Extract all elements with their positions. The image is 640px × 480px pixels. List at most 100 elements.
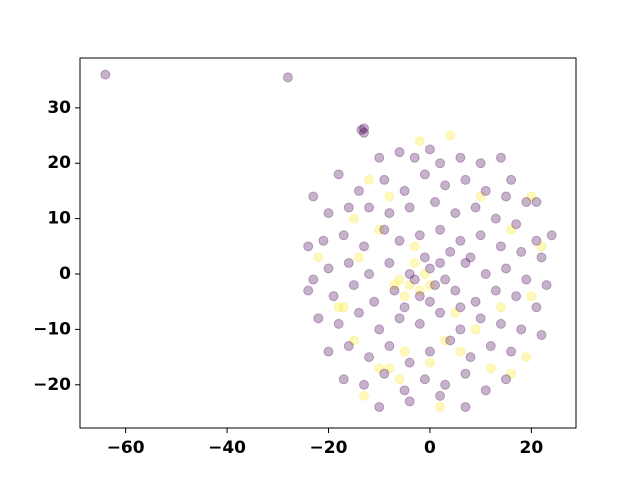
scatter-point	[348, 280, 359, 291]
scatter-point	[490, 285, 501, 296]
scatter-point	[318, 235, 329, 246]
scatter-point	[399, 346, 410, 357]
scatter-point	[455, 302, 466, 313]
scatter-point	[435, 158, 446, 169]
scatter-point	[424, 296, 435, 307]
scatter-point	[364, 174, 375, 185]
scatter-point	[424, 346, 435, 357]
scatter-point	[541, 280, 552, 291]
scatter-point	[485, 363, 496, 374]
scatter-point	[404, 202, 415, 213]
scatter-point	[338, 374, 349, 385]
scatter-point	[384, 341, 395, 352]
scatter-point	[374, 324, 385, 335]
scatter-point	[475, 158, 486, 169]
scatter-point	[430, 197, 441, 208]
scatter-point	[480, 385, 491, 396]
scatter-point	[460, 257, 471, 268]
scatter-point	[409, 241, 420, 252]
y-tick-label: −10	[33, 319, 71, 339]
scatter-point	[490, 213, 501, 224]
x-tick-label: −40	[208, 438, 246, 458]
scatter-point	[323, 346, 334, 357]
scatter-point	[374, 224, 385, 235]
scatter-point	[440, 379, 451, 390]
scatter-point	[516, 324, 527, 335]
scatter-point	[521, 352, 532, 363]
scatter-point	[399, 385, 410, 396]
plot-frame	[79, 57, 577, 429]
scatter-point	[313, 252, 324, 263]
scatter-point	[359, 390, 370, 401]
scatter-point	[303, 241, 314, 252]
scatter-point	[394, 147, 405, 158]
x-tick-label: 20	[520, 438, 544, 458]
scatter-point	[379, 368, 390, 379]
scatter-point	[359, 123, 370, 134]
scatter-point	[455, 346, 466, 357]
scatter-point	[495, 152, 506, 163]
scatter-point	[323, 263, 334, 274]
scatter-point	[460, 174, 471, 185]
scatter-point	[424, 263, 435, 274]
scatter-point	[450, 285, 461, 296]
scatter-point	[419, 374, 430, 385]
scatter-point	[414, 136, 425, 147]
scatter-point	[506, 224, 517, 235]
scatter-point	[495, 241, 506, 252]
scatter-point	[475, 230, 486, 241]
scatter-point	[424, 280, 435, 291]
scatter-point	[430, 280, 441, 291]
scatter-point	[394, 374, 405, 385]
scatter-point	[526, 291, 537, 302]
scatter-point	[399, 185, 410, 196]
scatter-point	[359, 241, 370, 252]
scatter-point	[303, 285, 314, 296]
x-tick-label: 0	[424, 438, 436, 458]
scatter-point	[389, 285, 400, 296]
scatter-point	[424, 357, 435, 368]
scatter-point	[480, 185, 491, 196]
scatter-point	[419, 252, 430, 263]
scatter-point	[435, 390, 446, 401]
scatter-point	[364, 202, 375, 213]
scatter-point	[445, 335, 456, 346]
scatter-point	[435, 257, 446, 268]
y-tick-label: −20	[33, 375, 71, 395]
scatter-point	[424, 144, 435, 155]
scatter-point	[536, 329, 547, 340]
x-tick-label: −20	[310, 438, 348, 458]
scatter-point	[359, 127, 370, 138]
scatter-point	[409, 274, 420, 285]
scatter-point	[450, 208, 461, 219]
scatter-point	[353, 185, 364, 196]
scatter-point	[384, 257, 395, 268]
scatter-point	[359, 379, 370, 390]
scatter-point	[343, 341, 354, 352]
scatter-point	[343, 202, 354, 213]
scatter-point	[323, 208, 334, 219]
scatter-point	[394, 235, 405, 246]
scatter-point	[506, 174, 517, 185]
scatter-point	[369, 296, 380, 307]
scatter-point	[374, 152, 385, 163]
scatter-point	[333, 302, 344, 313]
y-tick-label: 0	[59, 264, 71, 284]
scatter-point	[404, 280, 415, 291]
scatter-point	[526, 191, 537, 202]
scatter-point	[100, 69, 111, 80]
scatter-point	[374, 363, 385, 374]
scatter-point	[501, 191, 512, 202]
scatter-point	[470, 296, 481, 307]
scatter-point	[485, 341, 496, 352]
scatter-point	[343, 257, 354, 268]
scatter-point	[399, 302, 410, 313]
scatter-point	[338, 230, 349, 241]
scatter-point	[348, 335, 359, 346]
y-tick-label: 10	[47, 209, 71, 229]
scatter-point	[450, 307, 461, 318]
scatter-point	[435, 401, 446, 412]
scatter-point	[460, 368, 471, 379]
scatter-point	[338, 302, 349, 313]
scatter-point	[465, 352, 476, 363]
